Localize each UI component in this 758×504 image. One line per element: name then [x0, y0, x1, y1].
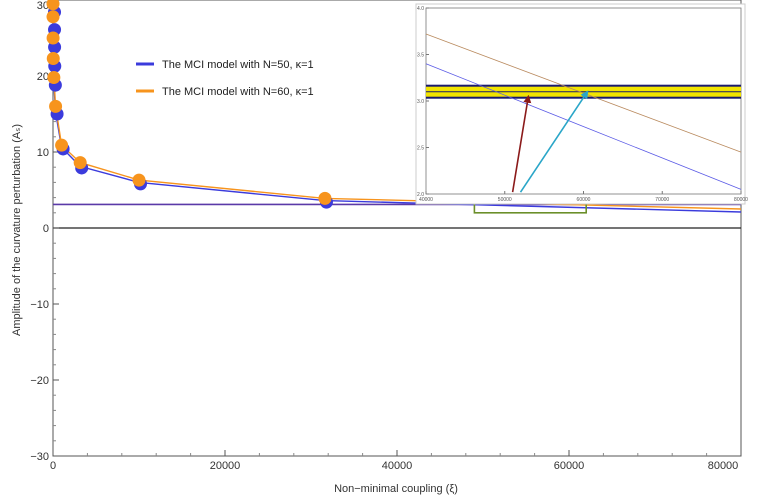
- x-tick-label: 60000: [554, 460, 585, 472]
- y-tick-label: 30: [37, 0, 49, 12]
- inset-frame: [425, 7, 742, 195]
- legend-label-n50: The MCI model with N=50, κ=1: [162, 59, 314, 71]
- main-plot-layer: 0 20000 40000 60000 80000 −30 −20 −10 0 10 20 30: [30, 0, 742, 472]
- x-tick-label: 80000: [708, 460, 739, 472]
- data-point-n60: [318, 191, 332, 205]
- x-tick-label: 20000: [210, 460, 241, 472]
- inset-arrow-red: [511, 94, 532, 193]
- legend-box: [124, 47, 332, 107]
- inset-x-tick-label: 50000: [498, 197, 512, 203]
- data-point-n60: [46, 0, 60, 11]
- inset-x-tick-label: 40000: [419, 197, 433, 203]
- x-tick-label: 0: [50, 460, 56, 472]
- data-point-n60: [49, 99, 63, 113]
- data-point-n60: [47, 71, 61, 85]
- inset-arrow-cyan: [519, 90, 589, 193]
- inset-y-tick-label: 4.0: [417, 6, 424, 12]
- data-point-n60: [73, 156, 87, 170]
- data-point-n60: [132, 173, 146, 187]
- y-tick-label: 10: [37, 147, 49, 159]
- inset-x-tick-label: 70000: [655, 197, 669, 203]
- data-point-n60: [55, 138, 69, 152]
- legend-label-n60: The MCI model with N=60, κ=1: [162, 86, 314, 98]
- x-axis-title: Non−minimal coupling (ξ): [334, 483, 458, 495]
- inset-y-tick-label: 3.5: [417, 53, 424, 59]
- inset-y-tick-label: 2.0: [417, 192, 424, 198]
- inset-y-tick-label: 2.5: [417, 146, 424, 152]
- data-point-n60: [46, 10, 60, 24]
- legend: The MCI model with N=50, κ=1 The MCI mod…: [124, 47, 332, 107]
- y-axis-title: Amplitude of the curvature perturbation …: [11, 124, 23, 336]
- data-point-n60: [46, 31, 60, 45]
- inset-x-tick-label: 60000: [577, 197, 591, 203]
- inset-y-tick-label: 3.0: [417, 99, 424, 105]
- data-point-n60: [46, 52, 60, 66]
- x-tick-label: 40000: [382, 460, 413, 472]
- inset-chart: 40000 50000 60000 70000 80000 2.0 2.5 3.0 3.5 4.0: [415, 3, 748, 205]
- y-tick-label: 20: [37, 71, 49, 83]
- y-tick-label: 0: [43, 223, 49, 235]
- inset-x-tick-label: 80000: [734, 197, 748, 203]
- y-tick-label: −30: [30, 451, 49, 463]
- y-tick-label: −20: [30, 375, 49, 387]
- inset-series-line-n50: [425, 63, 742, 190]
- y-tick-label: −10: [30, 299, 49, 311]
